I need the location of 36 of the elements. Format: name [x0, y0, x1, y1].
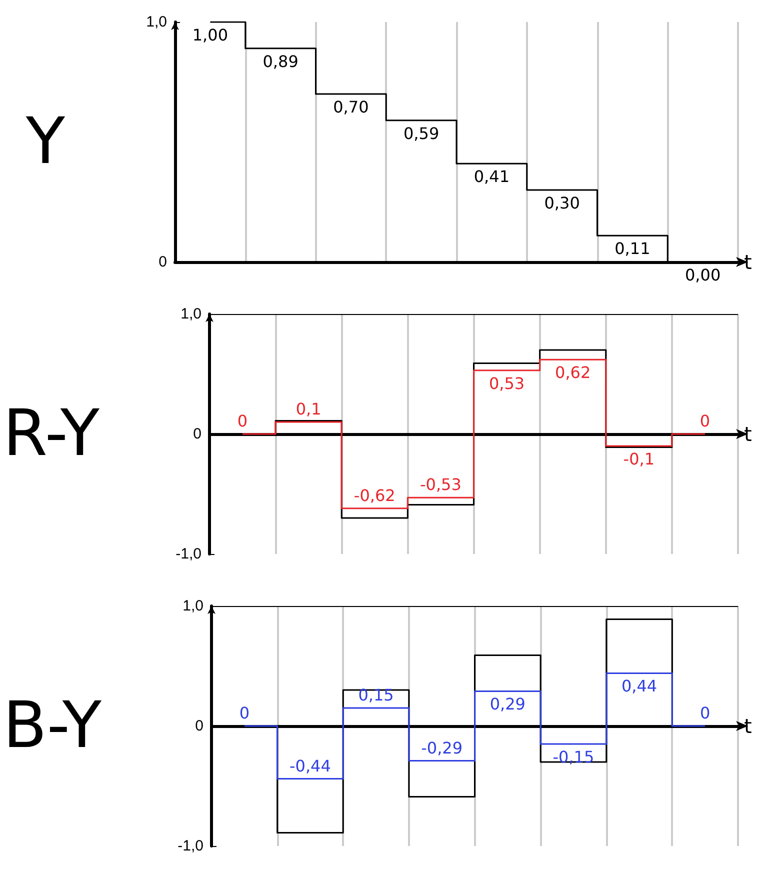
y-tick-label: 1,0: [182, 598, 204, 614]
y-tick-label: 0: [193, 426, 202, 442]
y-axis-title: B-Y: [3, 689, 102, 763]
x-axis-title: t: [744, 422, 752, 446]
y-axis-title: Y: [24, 105, 66, 179]
data-label: -0,1: [623, 450, 655, 468]
data-label: 0,59: [404, 124, 440, 143]
data-label: 0: [700, 704, 710, 722]
data-label: 0,15: [358, 686, 394, 704]
data-label: 0,53: [488, 374, 525, 393]
data-label: -0,44: [290, 756, 331, 776]
data-label: 0: [239, 704, 250, 722]
data-label: 0,1: [296, 400, 322, 418]
data-label: 0,62: [555, 363, 591, 382]
data-label: 0,11: [614, 239, 650, 258]
data-label: 0,00: [685, 266, 721, 284]
data-label: 0,70: [333, 98, 369, 116]
data-label: 0,89: [262, 52, 298, 71]
data-label: -0,62: [354, 486, 396, 505]
y-tick-label: -1,0: [176, 546, 202, 562]
data-label: -0,29: [421, 738, 463, 758]
data-label: 0,41: [474, 167, 510, 186]
y-tick-label: 0: [195, 718, 204, 734]
data-label: 0,44: [621, 676, 658, 696]
y-axis-title: R-Y: [3, 397, 100, 471]
x-axis-title: t: [744, 714, 752, 738]
data-label: 0,30: [544, 194, 580, 212]
data-label: 0,29: [490, 694, 526, 714]
data-label: -0,53: [420, 475, 462, 494]
data-label: 0: [700, 412, 710, 430]
y-tick-label: 1,0: [146, 14, 167, 30]
data-label: 1,00: [192, 26, 228, 44]
y-tick-label: 1,0: [180, 306, 202, 322]
data-label: 0: [237, 412, 248, 430]
y-tick-label: -1,0: [178, 838, 204, 854]
x-axis-title: t: [744, 250, 752, 274]
